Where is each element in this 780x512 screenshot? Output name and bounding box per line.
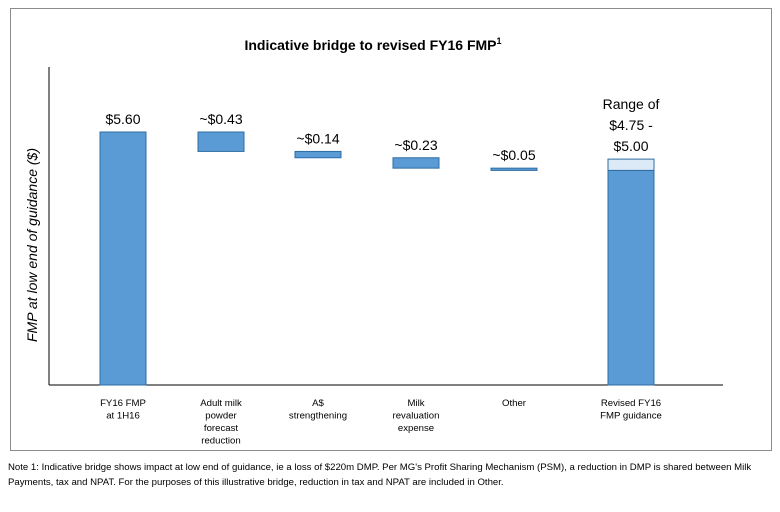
- bar-5: [490, 167, 538, 171]
- data-label-6: Range of $4.75 -$5.00: [603, 96, 660, 154]
- data-label-1: $5.60: [105, 111, 140, 127]
- chart-title-text: Indicative bridge to revised FY16 FMP: [244, 37, 496, 53]
- category-label-2: Adult milk powder forecast reduction: [200, 398, 242, 447]
- y-axis-label: FMP at low end of guidance ($): [24, 148, 40, 342]
- bar-6: [607, 169, 655, 386]
- data-label-4: ~$0.23: [394, 137, 437, 153]
- category-label-4: Milk revaluation expense: [393, 398, 440, 434]
- range-bar: [607, 158, 655, 171]
- bar-4: [392, 157, 440, 169]
- data-label-2: ~$0.43: [199, 111, 242, 127]
- chart-frame: Indicative bridge to revised FY16 FMP1 F…: [10, 8, 772, 451]
- chart-title-superscript: 1: [497, 36, 502, 46]
- category-label-1: FY16 FMP at 1H16: [100, 398, 146, 422]
- bar-3: [294, 150, 342, 159]
- chart-title: Indicative bridge to revised FY16 FMP1: [244, 36, 501, 53]
- category-label-5: Other: [502, 398, 527, 409]
- data-label-5: ~$0.05: [492, 147, 535, 163]
- footnote: Note 1: Indicative bridge shows impact a…: [8, 462, 752, 488]
- category-label-6: Revised FY16 FMP guidance: [600, 398, 662, 422]
- bar-2: [197, 131, 245, 152]
- data-label-3: ~$0.14: [296, 130, 339, 146]
- bar-1: [99, 131, 147, 386]
- category-label-3: A$ strengthening: [289, 398, 347, 422]
- waterfall-chart: Indicative bridge to revised FY16 FMP1 F…: [24, 36, 723, 447]
